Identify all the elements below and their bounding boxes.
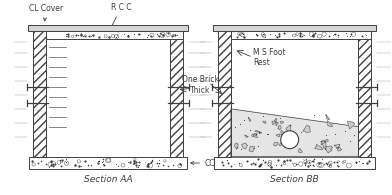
Bar	[358, 31, 371, 157]
Polygon shape	[276, 122, 278, 126]
Text: Section AA: Section AA	[83, 176, 132, 184]
Polygon shape	[274, 118, 276, 122]
Bar	[29, 157, 187, 169]
Polygon shape	[281, 130, 286, 138]
Circle shape	[281, 131, 299, 149]
Polygon shape	[249, 146, 254, 152]
Polygon shape	[254, 134, 257, 136]
Polygon shape	[245, 135, 248, 137]
Bar	[45, 31, 183, 39]
Polygon shape	[255, 130, 261, 133]
Polygon shape	[279, 140, 285, 146]
Text: Section BB: Section BB	[270, 176, 319, 184]
Polygon shape	[272, 121, 276, 125]
Polygon shape	[315, 144, 323, 150]
Text: One Brick
Thick: One Brick Thick	[182, 75, 219, 95]
Polygon shape	[286, 125, 291, 132]
Polygon shape	[298, 149, 303, 153]
Bar	[170, 31, 183, 157]
Polygon shape	[336, 147, 342, 151]
Text: CL Cover: CL Cover	[29, 4, 63, 21]
Polygon shape	[326, 115, 330, 120]
Bar	[27, 25, 188, 31]
Polygon shape	[234, 143, 238, 149]
Polygon shape	[321, 140, 328, 145]
Text: R C C: R C C	[109, 3, 131, 32]
Text: CC: CC	[191, 159, 216, 168]
Polygon shape	[274, 143, 278, 146]
Polygon shape	[248, 117, 251, 121]
Polygon shape	[263, 121, 266, 123]
Polygon shape	[241, 143, 247, 149]
Bar	[214, 157, 376, 169]
Polygon shape	[276, 134, 280, 137]
Polygon shape	[327, 121, 333, 126]
Bar	[213, 25, 376, 31]
Polygon shape	[278, 125, 281, 130]
Polygon shape	[321, 141, 326, 148]
Polygon shape	[347, 121, 354, 129]
Polygon shape	[280, 121, 283, 124]
Text: M S Foot
Rest: M S Foot Rest	[253, 48, 285, 67]
Bar	[33, 31, 45, 157]
Bar	[231, 31, 371, 39]
Polygon shape	[252, 134, 258, 137]
Polygon shape	[303, 125, 310, 132]
Bar	[218, 31, 231, 157]
Polygon shape	[334, 144, 340, 149]
Polygon shape	[231, 109, 358, 157]
Polygon shape	[325, 146, 332, 153]
